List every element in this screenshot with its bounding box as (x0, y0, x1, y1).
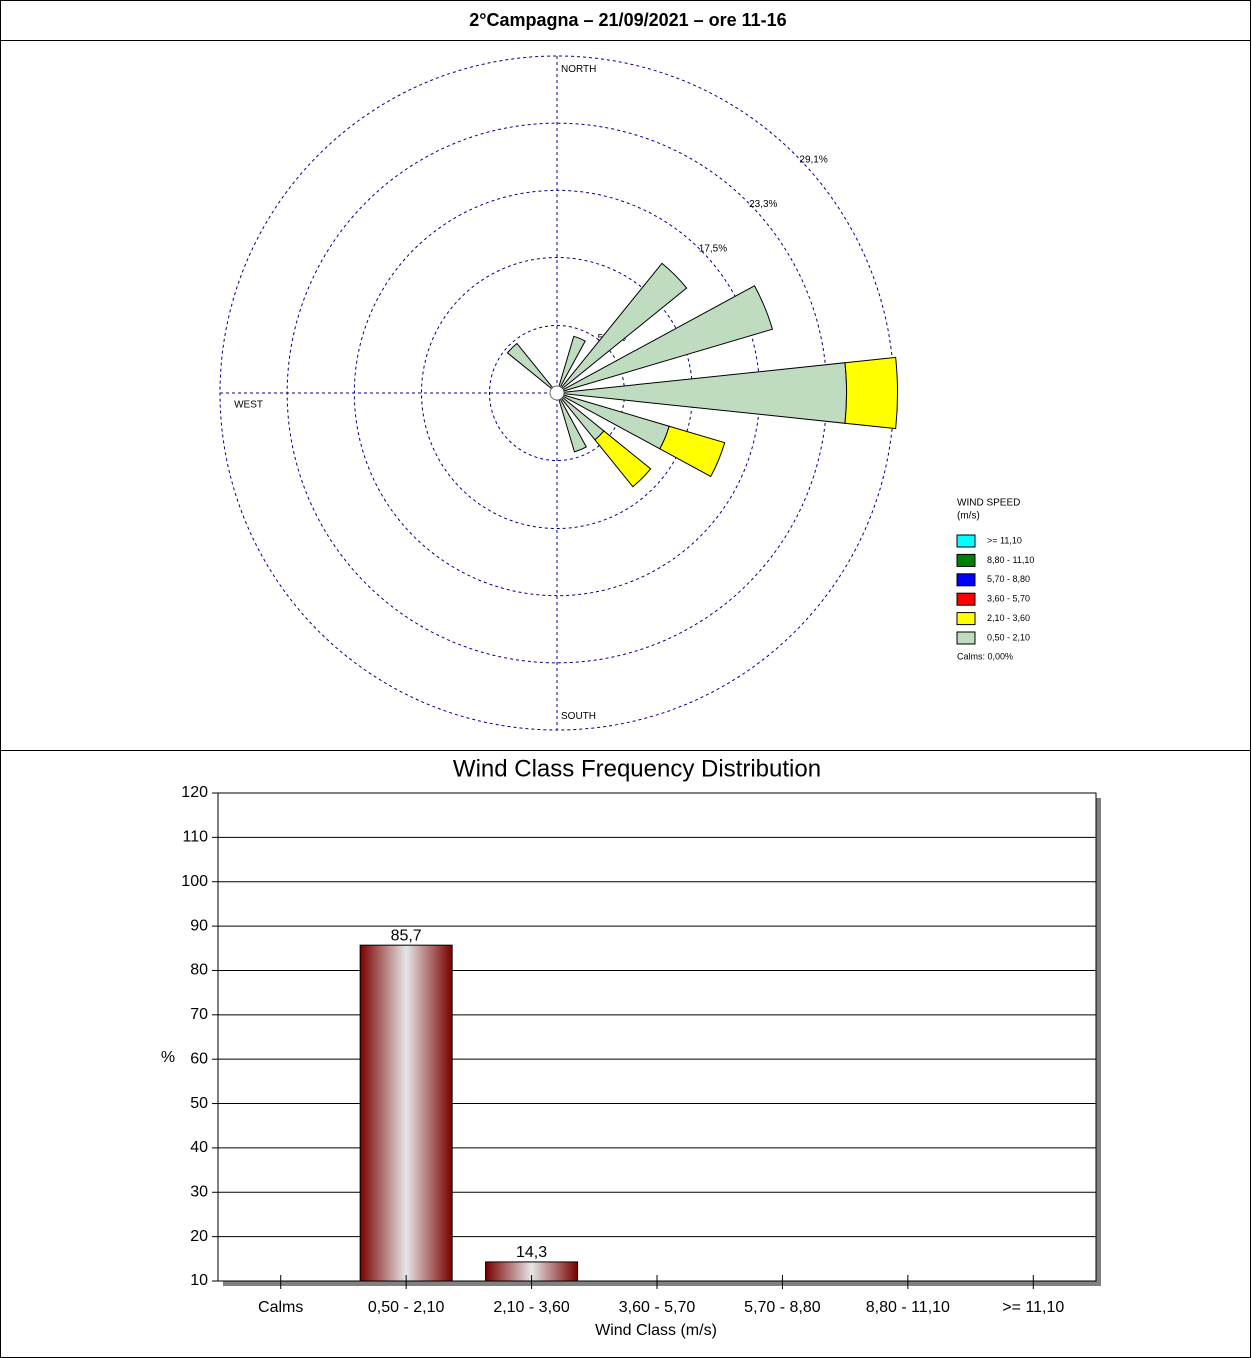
x-tick-label: >= 11,10 (1002, 1299, 1064, 1316)
bar (359, 944, 453, 1281)
x-tick-label: 0,50 - 2,10 (368, 1299, 445, 1316)
x-tick-label: 5,70 - 8,80 (744, 1299, 821, 1316)
wedge-segment (844, 356, 898, 430)
x-tick-label: Calms (258, 1299, 303, 1316)
legend-label: 5,70 - 8,80 (987, 574, 1030, 584)
legend-label: >= 11,10 (987, 535, 1022, 545)
plot-area (217, 792, 1097, 1282)
legend-swatch (956, 612, 976, 626)
legend-swatch (956, 631, 976, 645)
y-tick-label: 120 (181, 784, 208, 801)
legend-label: 0,50 - 2,10 (987, 632, 1030, 642)
center-circle (549, 385, 565, 401)
legend-swatch (956, 573, 976, 587)
legend-swatch (956, 534, 976, 548)
ring-label: 29,1% (799, 154, 827, 165)
direction-label: NORTH (561, 64, 596, 75)
document-title: 2°Campagna – 21/09/2021 – ore 11-16 (469, 10, 786, 30)
ring-label: 23,3% (749, 199, 777, 210)
y-tick-label: 20 (190, 1228, 208, 1245)
x-axis-label: Wind Class (m/s) (595, 1322, 717, 1339)
y-tick-label: 110 (182, 829, 208, 846)
direction-label: SOUTH (561, 711, 596, 722)
x-tick-label: 3,60 - 5,70 (619, 1299, 696, 1316)
y-tick-label: 60 (190, 1050, 208, 1067)
legend-title: WIND SPEED (957, 498, 1020, 509)
y-tick-label: 100 (181, 873, 208, 890)
y-tick-label: 50 (190, 1095, 208, 1112)
chart-title: Wind Class Frequency Distribution (453, 755, 821, 782)
direction-label: WEST (234, 400, 263, 411)
legend-swatch (956, 592, 976, 606)
legend-unit: (m/s) (957, 511, 980, 522)
calms-label: Calms: 0,00% (957, 651, 1013, 661)
value-label: 14,3 (516, 1244, 547, 1261)
ring-label: 17,5% (699, 243, 727, 254)
wedge-segment (506, 342, 554, 390)
x-tick-label: 2,10 - 3,60 (493, 1299, 570, 1316)
wedge-segment (659, 425, 726, 478)
value-label: 85,7 (391, 927, 422, 944)
wind-rose: 5,83%11,7%17,5%23,3%29,1%NORTHEASTSOUTHW… (219, 55, 1034, 731)
y-axis-label: % (161, 1049, 175, 1066)
y-tick-label: 40 (190, 1139, 208, 1156)
y-tick-label: 90 (190, 917, 208, 934)
legend-label: 8,80 - 11,10 (987, 555, 1034, 565)
x-tick-label: 8,80 - 11,10 (866, 1299, 950, 1316)
y-tick-label: 10 (190, 1272, 208, 1289)
legend-label: 3,60 - 5,70 (987, 594, 1030, 604)
legend-label: 2,10 - 3,60 (987, 613, 1030, 623)
y-tick-label: 70 (190, 1006, 208, 1023)
bar-chart: Wind Class Frequency Distribution 10 20 30 4… (161, 755, 1101, 1339)
y-tick-label: 80 (190, 962, 208, 979)
legend-swatch (956, 553, 976, 567)
y-tick-label: 30 (190, 1183, 208, 1200)
wedge-segment (594, 430, 652, 488)
